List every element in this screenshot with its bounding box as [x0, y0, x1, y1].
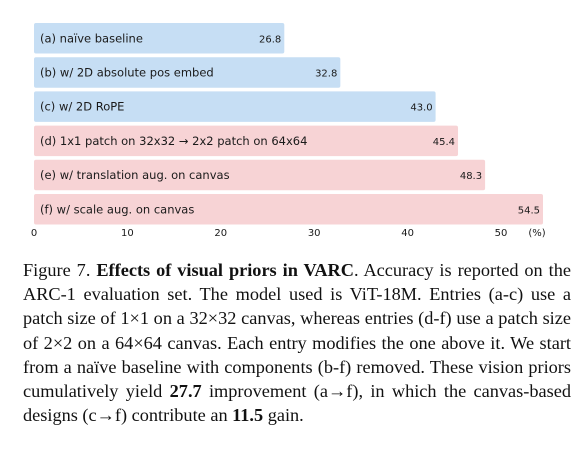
bar-value-c: 43.0 — [410, 103, 432, 114]
bars-layer: (a) naïve baseline 26.8 (b) w/ 2D absolute… — [34, 23, 543, 225]
caption-title: Effects of visual priors in VARC — [96, 260, 354, 280]
bar-label-b: (b) w/ 2D absolute pos embed — [40, 65, 214, 79]
bar-value-e: 48.3 — [460, 171, 482, 182]
bar-value-d: 45.4 — [433, 137, 455, 148]
x-tick-label-20: 20 — [214, 228, 227, 239]
bar-c — [34, 91, 436, 122]
x-tick-label-10: 10 — [121, 228, 134, 239]
figure-label: Figure 7. — [23, 260, 91, 280]
caption-text-1: . Accuracy is reported on the ARC-1 eval… — [23, 260, 571, 402]
bar-label-c: (c) w/ 2D RoPE — [40, 100, 124, 114]
bar-value-a: 26.8 — [259, 34, 281, 45]
bar-chart: (a) naïve baseline 26.8 (b) w/ 2D absolute… — [31, 23, 546, 239]
x-tick-label-0: 0 — [31, 228, 37, 239]
bar-e — [34, 159, 486, 191]
bar-label-f: (f) w/ scale aug. on canvas — [40, 202, 194, 216]
x-axis-unit-label: (%) — [528, 228, 545, 239]
bar-value-f: 54.5 — [518, 205, 540, 216]
caption-improvement-value: 27.7 — [169, 381, 202, 402]
caption-text-2: improvement (a→f), in which the canvas-b… — [23, 381, 571, 426]
bar-label-a: (a) naïve baseline — [40, 31, 143, 45]
bar-f — [34, 194, 543, 225]
x-tick-label-40: 40 — [401, 228, 414, 239]
x-axis-ticks: 0 10 20 30 40 50 — [31, 228, 508, 239]
figure-caption: Figure 7. Effects of visual priors in VA… — [23, 258, 571, 427]
bar-b — [34, 57, 341, 88]
bar-value-b: 32.8 — [315, 68, 337, 79]
bar-a — [34, 23, 285, 54]
x-tick-label-30: 30 — [308, 228, 321, 239]
caption-gain-value: 11.5 — [232, 405, 264, 426]
bar-label-d: (d) 1x1 patch on 32x32 → 2x2 patch on 64… — [40, 134, 307, 148]
bar-label-e: (e) w/ translation aug. on canvas — [40, 168, 230, 182]
caption-text-3: gain. — [263, 405, 304, 426]
x-tick-label-50: 50 — [495, 228, 508, 239]
bar-d — [34, 125, 459, 157]
